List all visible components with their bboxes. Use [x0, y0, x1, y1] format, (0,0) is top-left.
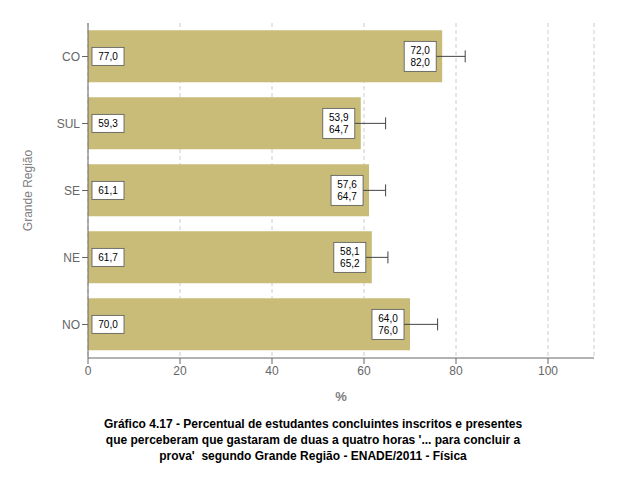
svg-text:53,9: 53,9: [329, 112, 349, 123]
svg-text:65,2: 65,2: [340, 258, 360, 269]
svg-text:40: 40: [265, 364, 279, 378]
svg-text:70,0: 70,0: [98, 319, 118, 330]
svg-text:64,7: 64,7: [337, 191, 357, 202]
svg-text:61,1: 61,1: [98, 185, 118, 196]
svg-text:64,0: 64,0: [378, 313, 398, 324]
svg-text:20: 20: [173, 364, 187, 378]
svg-text:61,7: 61,7: [98, 252, 118, 263]
svg-text:76,0: 76,0: [378, 325, 398, 336]
svg-text:NE: NE: [63, 251, 80, 265]
svg-text:100: 100: [538, 364, 558, 378]
svg-text:80: 80: [449, 364, 463, 378]
svg-text:SUL: SUL: [57, 117, 81, 131]
svg-text:72,0: 72,0: [410, 45, 430, 56]
svg-text:82,0: 82,0: [410, 57, 430, 68]
svg-text:64,7: 64,7: [329, 124, 349, 135]
svg-text:59,3: 59,3: [98, 118, 118, 129]
svg-text:58,1: 58,1: [340, 246, 360, 257]
html-text:Gráfico 4.17 - Percentual de e: Gráfico 4.17 - Percentual de estudantes …: [103, 417, 523, 431]
svg-text:77,0: 77,0: [98, 51, 118, 62]
svg-text:60: 60: [357, 364, 371, 378]
html-text:prova' segundo Grande Região -: prova' segundo Grande Região - ENADE/201…: [159, 449, 467, 463]
svg-text:NO: NO: [62, 318, 80, 332]
svg-text:CO: CO: [62, 50, 80, 64]
svg-text:Grande Região: Grande Região: [21, 149, 35, 231]
svg-text:%: %: [335, 389, 347, 404]
html-text:que perceberam que gastaram de: que perceberam que gastaram de duas a qu…: [105, 433, 521, 447]
svg-text:SE: SE: [64, 184, 80, 198]
svg-text:57,6: 57,6: [337, 179, 357, 190]
svg-text:0: 0: [85, 364, 92, 378]
